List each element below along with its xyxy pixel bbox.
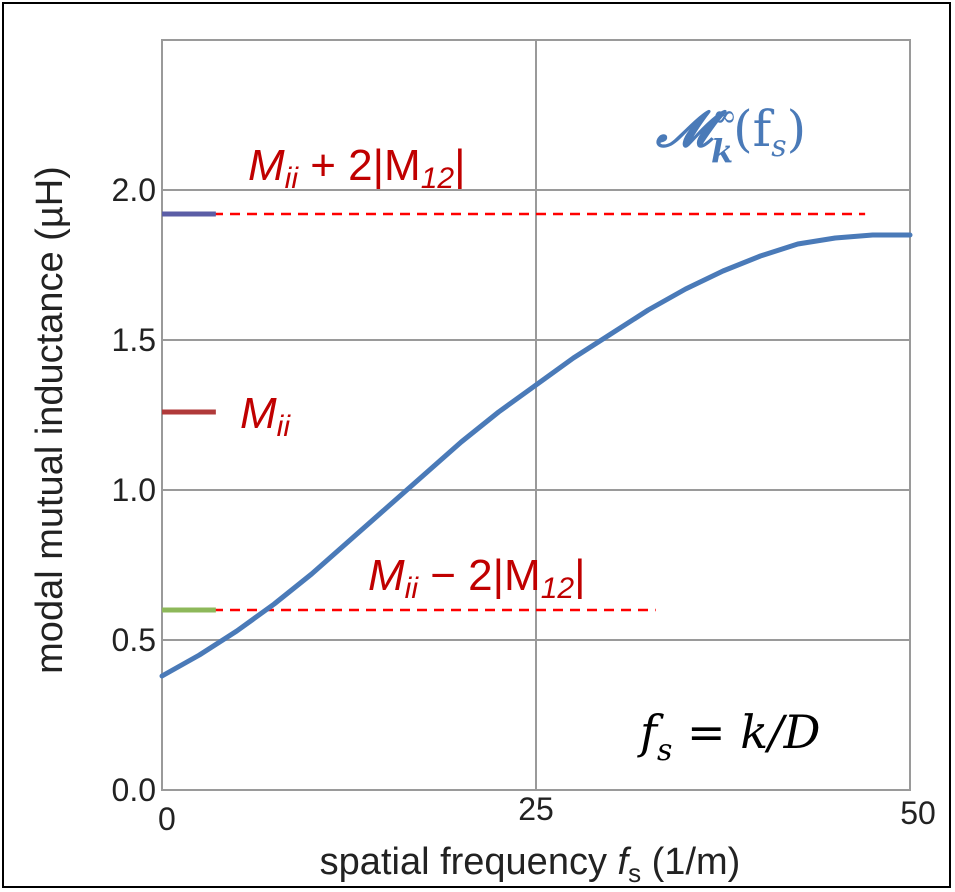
x-tick-label: 50 xyxy=(900,795,936,831)
level-markers xyxy=(162,211,216,613)
tick-labels: 0.0 0.5 1.0 1.5 2.0 0 25 50 xyxy=(112,172,936,837)
grid xyxy=(161,39,911,791)
x-tick-label: 0 xyxy=(158,801,176,837)
x-tick-label: 25 xyxy=(518,791,554,827)
formula: fs = k/D xyxy=(637,705,820,768)
annotation-middle: Mii xyxy=(240,389,291,443)
reference-lines xyxy=(162,212,866,612)
annotation-upper: Mii + 2|M12| xyxy=(248,141,466,195)
y-tick-label: 2.0 xyxy=(112,172,156,208)
x-axis-label: spatial frequency fs (1/m) xyxy=(320,841,741,888)
y-axis-label: modal mutual inductance (µH) xyxy=(29,166,71,674)
y-tick-label: 1.5 xyxy=(112,322,156,358)
y-tick-label: 0.0 xyxy=(112,772,156,808)
curve-label: 𝓜∞ k(fs) xyxy=(655,99,806,170)
y-tick-label: 0.5 xyxy=(112,622,156,658)
series-layer xyxy=(159,232,913,679)
y-tick-label: 1.0 xyxy=(112,472,156,508)
annotation-lower: Mii − 2|M12| xyxy=(368,551,586,605)
